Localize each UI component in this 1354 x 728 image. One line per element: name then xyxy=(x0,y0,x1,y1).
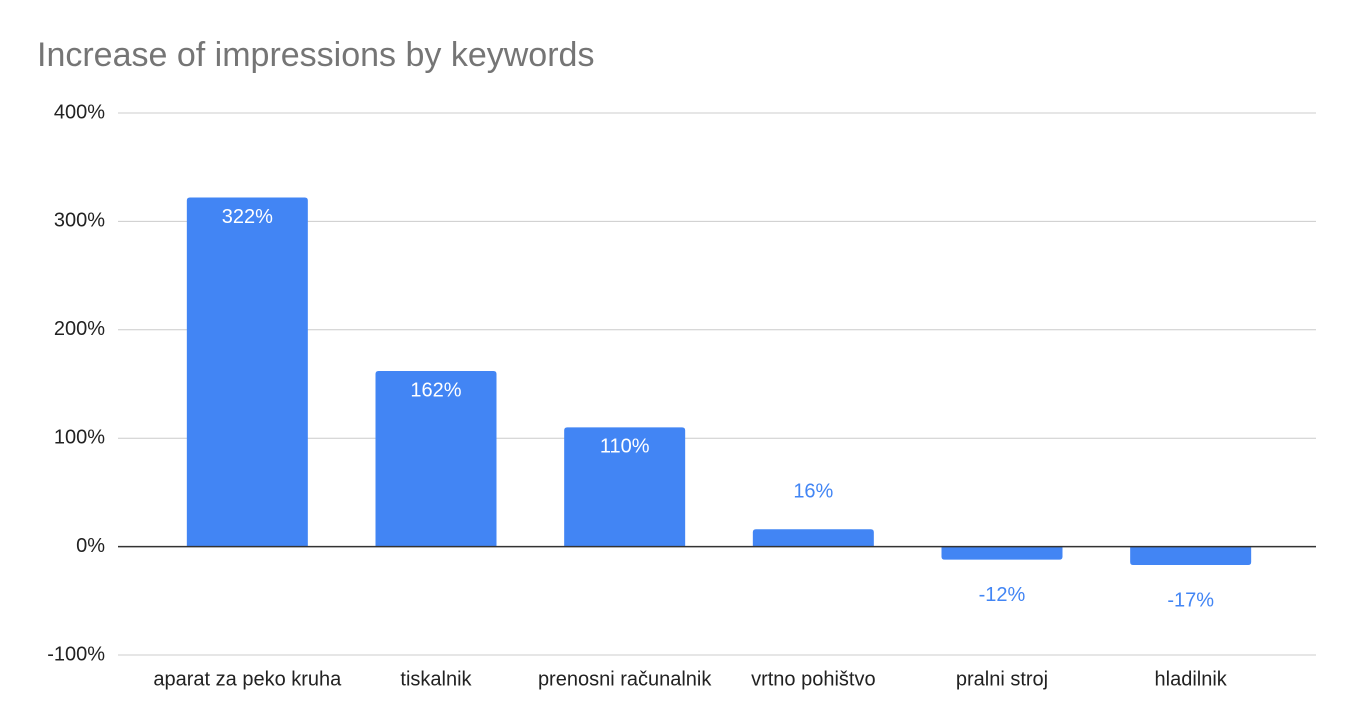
data-label: 162% xyxy=(410,379,461,401)
x-tick-label: prenosni računalnik xyxy=(538,668,712,690)
y-tick-label: 100% xyxy=(54,426,105,448)
data-label: 16% xyxy=(793,481,833,503)
y-tick-label: 400% xyxy=(54,101,105,123)
chart-title: Increase of impressions by keywords xyxy=(37,36,594,74)
bar xyxy=(1130,546,1252,566)
y-tick-label: -100% xyxy=(47,643,105,665)
bar xyxy=(941,546,1063,560)
bar xyxy=(564,427,686,547)
y-tick-label: 0% xyxy=(76,535,105,557)
data-label: 322% xyxy=(222,206,273,228)
x-tick-label: aparat za peko kruha xyxy=(153,668,342,690)
bar xyxy=(186,197,308,547)
bar xyxy=(752,529,874,547)
data-label: -12% xyxy=(979,584,1026,606)
bar xyxy=(375,370,497,547)
y-tick-label: 200% xyxy=(54,318,105,340)
x-tick-label: hladilnik xyxy=(1155,668,1228,690)
x-tick-label: tiskalnik xyxy=(400,668,472,690)
x-tick-label: vrtno pohištvo xyxy=(751,668,876,690)
data-label: -17% xyxy=(1167,589,1214,611)
data-label: 110% xyxy=(600,436,650,458)
x-tick-label: pralni stroj xyxy=(956,668,1048,690)
y-tick-label: 300% xyxy=(54,210,105,232)
